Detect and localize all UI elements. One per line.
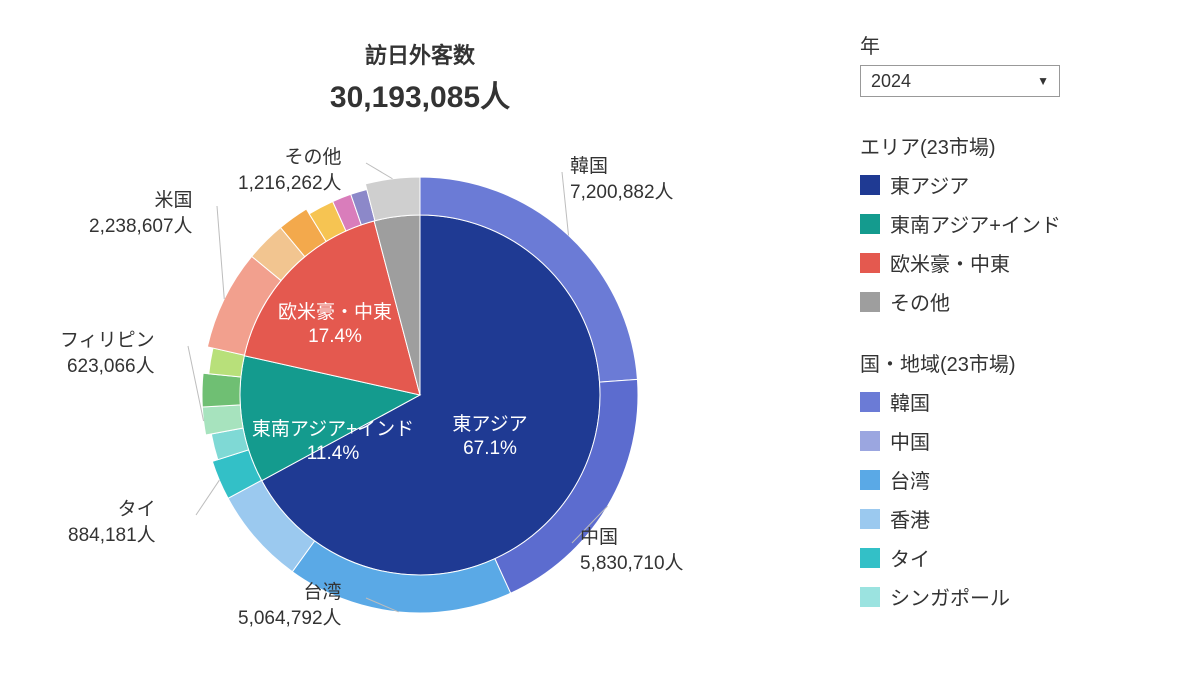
callout-name: タイ — [68, 497, 156, 523]
side-panel: 年 2024 ▼ エリア(23市場) 東アジア東南アジア+インド欧米豪・中東その… — [860, 30, 1180, 621]
callout-value: 5,830,710人 — [580, 551, 684, 577]
swatch-icon — [860, 470, 880, 490]
callout-name: 中国 — [580, 525, 684, 551]
legend-country-label: タイ — [890, 543, 930, 572]
callout-value: 2,238,607人 — [89, 214, 193, 240]
callout-taiwan: 台湾5,064,792人 — [238, 580, 342, 631]
inner-slice-label: 東アジア — [452, 413, 527, 435]
chart-area: 訪日外客数 30,193,085人 東アジア67.1%東南アジア+インド11.4… — [0, 0, 840, 676]
legend-country-label: 台湾 — [890, 465, 930, 494]
callout-name: その他 — [238, 145, 342, 171]
legend-country-item[interactable]: 台湾 — [860, 465, 1180, 494]
pie-slice[interactable] — [202, 373, 241, 407]
callout-name: 台湾 — [238, 580, 342, 606]
legend-area-label: その他 — [890, 287, 950, 316]
swatch-icon — [860, 175, 880, 195]
callout-name: 韓国 — [570, 154, 674, 180]
swatch-icon — [860, 392, 880, 412]
legend-area-label: 東アジア — [890, 170, 969, 199]
leader-line — [366, 163, 392, 179]
legend-area-title: エリア(23市場) — [860, 131, 1180, 160]
legend-country-item[interactable]: 香港 — [860, 504, 1180, 533]
callout-value: 884,181人 — [68, 523, 156, 549]
callout-usa: 米国2,238,607人 — [89, 188, 193, 239]
legend-country-item[interactable]: シンガポール — [860, 582, 1180, 611]
legend-country-label: 韓国 — [890, 387, 930, 416]
swatch-icon — [860, 548, 880, 568]
callout-value: 623,066人 — [60, 354, 155, 380]
legend-area-item[interactable]: その他 — [860, 287, 1180, 316]
swatch-icon — [860, 587, 880, 607]
inner-slice-label: 東南アジア+インド — [252, 418, 414, 440]
callout-value: 7,200,882人 — [570, 180, 674, 206]
callout-other: その他1,216,262人 — [238, 145, 342, 196]
swatch-icon — [860, 509, 880, 529]
callout-name: 米国 — [89, 188, 193, 214]
callout-thailand: タイ884,181人 — [68, 497, 156, 548]
legend-country-item[interactable]: 中国 — [860, 426, 1180, 455]
inner-slice-pct: 17.4% — [308, 326, 362, 347]
chevron-down-icon: ▼ — [1037, 74, 1049, 88]
swatch-icon — [860, 431, 880, 451]
year-select-value: 2024 — [871, 71, 911, 92]
inner-slice-pct: 11.4% — [307, 443, 360, 464]
year-select[interactable]: 2024 ▼ — [860, 65, 1060, 97]
legend-country-label: シンガポール — [890, 582, 1010, 611]
callout-name: フィリピン — [60, 328, 155, 354]
leader-line — [217, 206, 224, 299]
inner-slice-label: 欧米豪・中東 — [278, 301, 392, 323]
legend-country-label: 香港 — [890, 504, 930, 533]
legend-country-label: 中国 — [890, 426, 930, 455]
callout-value: 5,064,792人 — [238, 606, 342, 632]
leader-line — [188, 346, 204, 421]
callout-china: 中国5,830,710人 — [580, 525, 684, 576]
leader-line — [562, 172, 569, 235]
legend-country-item[interactable]: 韓国 — [860, 387, 1180, 416]
legend-area-label: 東南アジア+インド — [890, 209, 1061, 238]
leader-line — [196, 480, 219, 515]
year-label: 年 — [860, 30, 1180, 59]
swatch-icon — [860, 292, 880, 312]
legend-area-label: 欧米豪・中東 — [890, 248, 1010, 277]
legend-area-item[interactable]: 東南アジア+インド — [860, 209, 1180, 238]
legend-country-item[interactable]: タイ — [860, 543, 1180, 572]
swatch-icon — [860, 253, 880, 273]
callout-korea: 韓国7,200,882人 — [570, 154, 674, 205]
legend-area-item[interactable]: 欧米豪・中東 — [860, 248, 1180, 277]
callout-philippines: フィリピン623,066人 — [60, 328, 155, 379]
swatch-icon — [860, 214, 880, 234]
pie-slice[interactable] — [365, 177, 420, 221]
legend-area-item[interactable]: 東アジア — [860, 170, 1180, 199]
callout-value: 1,216,262人 — [238, 171, 342, 197]
inner-slice-pct: 67.1% — [463, 438, 517, 459]
legend-country-title: 国・地域(23市場) — [860, 348, 1180, 377]
